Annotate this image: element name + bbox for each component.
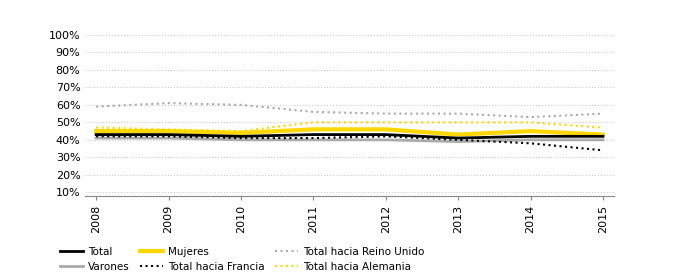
Total hacia Reino Unido	[164, 101, 173, 105]
Mujeres	[92, 129, 100, 133]
Total	[599, 135, 607, 138]
Total hacia Francia	[527, 142, 535, 145]
Mujeres	[599, 133, 607, 136]
Total	[454, 136, 462, 140]
Total hacia Reino Unido	[454, 112, 462, 115]
Total hacia Alemania	[92, 126, 100, 129]
Varones	[164, 136, 173, 140]
Total hacia Alemania	[599, 126, 607, 129]
Line: Total: Total	[96, 135, 603, 138]
Legend: Total, Varones, Mujeres, Total hacia Francia, Total hacia Reino Unido, Total hac: Total, Varones, Mujeres, Total hacia Fra…	[60, 247, 425, 272]
Total	[309, 133, 317, 136]
Total hacia Francia	[599, 149, 607, 152]
Line: Total hacia Francia: Total hacia Francia	[96, 136, 603, 150]
Total hacia Francia	[164, 135, 173, 138]
Mujeres	[309, 128, 317, 131]
Mujeres	[237, 131, 245, 135]
Total	[382, 133, 390, 136]
Mujeres	[527, 129, 535, 133]
Total hacia Alemania	[237, 129, 245, 133]
Mujeres	[164, 129, 173, 133]
Total hacia Alemania	[527, 121, 535, 124]
Total hacia Reino Unido	[309, 110, 317, 114]
Total	[164, 133, 173, 136]
Total hacia Francia	[454, 138, 462, 142]
Total	[92, 133, 100, 136]
Line: Mujeres: Mujeres	[96, 129, 603, 135]
Total hacia Reino Unido	[527, 116, 535, 119]
Mujeres	[382, 128, 390, 131]
Total hacia Francia	[309, 136, 317, 140]
Total	[237, 135, 245, 138]
Varones	[92, 136, 100, 140]
Line: Varones: Varones	[96, 138, 603, 142]
Total hacia Alemania	[454, 121, 462, 124]
Varones	[454, 140, 462, 143]
Total hacia Francia	[92, 135, 100, 138]
Line: Total hacia Reino Unido: Total hacia Reino Unido	[96, 103, 603, 117]
Total hacia Alemania	[309, 121, 317, 124]
Total hacia Reino Unido	[237, 103, 245, 107]
Total hacia Reino Unido	[599, 112, 607, 115]
Total hacia Alemania	[382, 121, 390, 124]
Line: Total hacia Alemania: Total hacia Alemania	[96, 122, 603, 131]
Varones	[382, 138, 390, 142]
Varones	[527, 138, 535, 142]
Varones	[599, 138, 607, 142]
Mujeres	[454, 133, 462, 136]
Total hacia Reino Unido	[382, 112, 390, 115]
Total hacia Francia	[237, 136, 245, 140]
Total	[527, 135, 535, 138]
Total hacia Reino Unido	[92, 105, 100, 108]
Varones	[309, 138, 317, 142]
Total hacia Alemania	[164, 128, 173, 131]
Total hacia Francia	[382, 135, 390, 138]
Varones	[237, 138, 245, 142]
